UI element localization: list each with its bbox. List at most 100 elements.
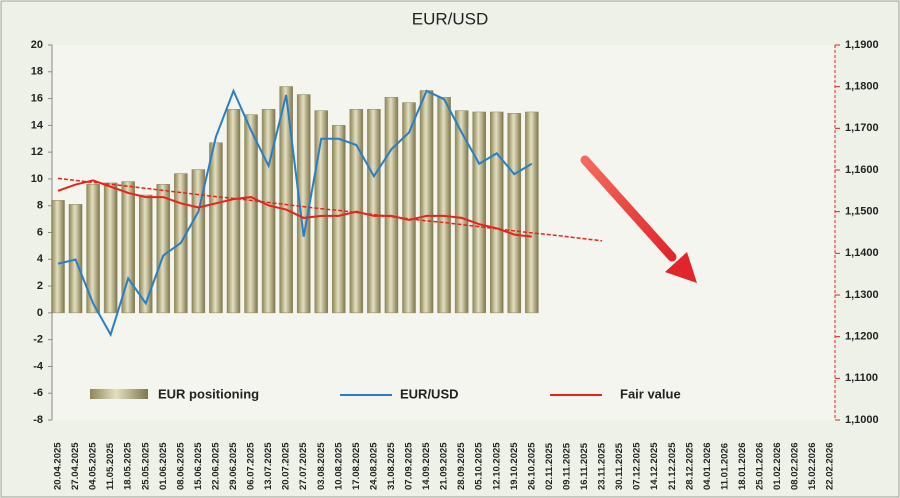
- bar: [121, 181, 135, 314]
- legend-label: EUR positioning: [158, 386, 259, 401]
- x-tick-label: 25.01.2026: [755, 442, 766, 490]
- y-tick-label: -2: [33, 334, 43, 346]
- x-tick-label: 07.09.2025: [404, 442, 415, 490]
- x-tick-label: 29.06.2025: [228, 442, 239, 490]
- bar: [332, 125, 346, 314]
- trend-line: [57, 177, 603, 242]
- x-tick-label: 05.10.2025: [474, 442, 485, 490]
- x-tick-label: 15.06.2025: [193, 442, 204, 490]
- y-tick-label: 12: [31, 146, 43, 158]
- x-tick-label: 18.05.2025: [123, 442, 134, 490]
- y-tick-label: 0: [37, 307, 43, 319]
- bar: [367, 109, 381, 314]
- y2-tick-label: 1,1500: [845, 206, 879, 218]
- y2-tick-label: 1,1100: [845, 372, 878, 384]
- x-tick-label: 26.10.2025: [526, 442, 537, 490]
- bar: [139, 194, 153, 314]
- bar: [51, 200, 65, 314]
- x-tick-label: 11.05.2025: [105, 442, 116, 490]
- x-tick-label: 14.12.2025: [649, 442, 660, 490]
- bar: [244, 114, 258, 314]
- y2-tick-label: 1,1200: [845, 331, 879, 343]
- bar: [472, 111, 486, 314]
- x-tick-label: 06.07.2025: [246, 442, 257, 490]
- bar: [402, 102, 416, 314]
- x-tick-label: 12.10.2025: [491, 442, 502, 490]
- x-tick-label: 27.04.2025: [70, 442, 81, 490]
- x-tick-label: 08.02.2026: [790, 442, 801, 490]
- x-tick-label: 07.12.2025: [632, 442, 643, 490]
- line: [57, 179, 532, 238]
- x-tick-label: 31.08.2025: [386, 442, 397, 490]
- x-tick-label: 04.01.2026: [702, 442, 713, 490]
- bar: [490, 111, 504, 314]
- x-tick-label: 18.01.2026: [737, 442, 748, 490]
- x-tick-label: 21.09.2025: [439, 442, 450, 490]
- x-tick-label: 30.11.2025: [614, 442, 625, 490]
- y2-tick-label: 1,1900: [845, 39, 879, 51]
- y2-tick-label: 1,1400: [845, 247, 879, 259]
- bar: [279, 86, 293, 314]
- y-tick-label: -4: [33, 360, 44, 372]
- x-tick-label: 24.08.2025: [368, 442, 379, 490]
- y2-tick-label: 1,1800: [845, 81, 879, 93]
- y-tick-label: -6: [33, 387, 43, 399]
- x-tick-label: 09.11.2025: [561, 442, 572, 490]
- x-tick-label: 21.12.2025: [667, 442, 678, 490]
- x-tick-label: 28.09.2025: [456, 442, 467, 490]
- x-tick-label: 03.08.2025: [316, 442, 327, 490]
- x-tick-label: 28.12.2025: [684, 442, 695, 490]
- y-tick-label: 6: [37, 226, 43, 238]
- y-tick-label: 2: [37, 280, 43, 292]
- y2-tick-label: 1,1000: [845, 414, 879, 426]
- x-tick-label: 14.09.2025: [421, 442, 432, 490]
- x-tick-label: 11.01.2026: [719, 443, 730, 490]
- x-tick-label: 22.06.2025: [210, 442, 221, 490]
- x-tick-label: 13.07.2025: [263, 442, 274, 490]
- y-tick-label: 16: [31, 92, 43, 104]
- x-tick-label: 23.11.2025: [597, 442, 608, 490]
- x-tick-label: 08.06.2025: [175, 442, 186, 490]
- x-tick-label: 20.07.2025: [281, 442, 292, 490]
- x-tick-label: 04.05.2025: [88, 442, 99, 490]
- x-tick-label: 22.02.2026: [825, 442, 836, 490]
- y2-tick-label: 1,1600: [845, 164, 879, 176]
- bar: [209, 142, 223, 314]
- x-tick-label: 27.07.2025: [298, 442, 309, 490]
- bar: [507, 113, 522, 314]
- y-tick-label: 8: [37, 200, 43, 212]
- y-tick-label: 18: [31, 66, 43, 78]
- legend-swatch: [90, 389, 148, 399]
- bar: [86, 184, 100, 314]
- legend-label: EUR/USD: [400, 386, 459, 401]
- line: [57, 88, 533, 338]
- y2-tick-label: 1,1300: [845, 289, 879, 301]
- legend-label: Fair value: [620, 386, 681, 401]
- y2-tick-label: 1,1700: [845, 122, 879, 134]
- x-tick-label: 16.11.2025: [579, 442, 590, 490]
- x-tick-label: 01.02.2026: [772, 442, 783, 490]
- bar: [419, 90, 434, 314]
- x-tick-label: 20.04.2025: [53, 442, 64, 490]
- bar: [226, 109, 241, 314]
- x-tick-label: 02.11.2025: [544, 442, 555, 490]
- x-tick-label: 25.05.2025: [140, 442, 151, 490]
- bar: [437, 96, 451, 314]
- x-tick-label: 10.08.2025: [333, 442, 344, 490]
- x-tick-label: 01.06.2025: [158, 442, 169, 490]
- x-tick-label: 19.10.2025: [509, 442, 520, 490]
- bar: [525, 111, 539, 314]
- bar: [454, 110, 469, 314]
- y-tick-label: 4: [37, 253, 44, 265]
- trend-arrow: [580, 155, 697, 283]
- y-tick-label: 20: [31, 39, 43, 51]
- y-tick-label: 14: [31, 119, 44, 131]
- bar: [261, 109, 276, 314]
- x-tick-label: 17.08.2025: [351, 442, 362, 490]
- bar: [156, 184, 171, 314]
- y-tick-label: -8: [33, 414, 43, 426]
- chart-title: EUR/USD: [412, 9, 489, 28]
- y-tick-label: 10: [31, 173, 43, 185]
- bar: [191, 169, 206, 314]
